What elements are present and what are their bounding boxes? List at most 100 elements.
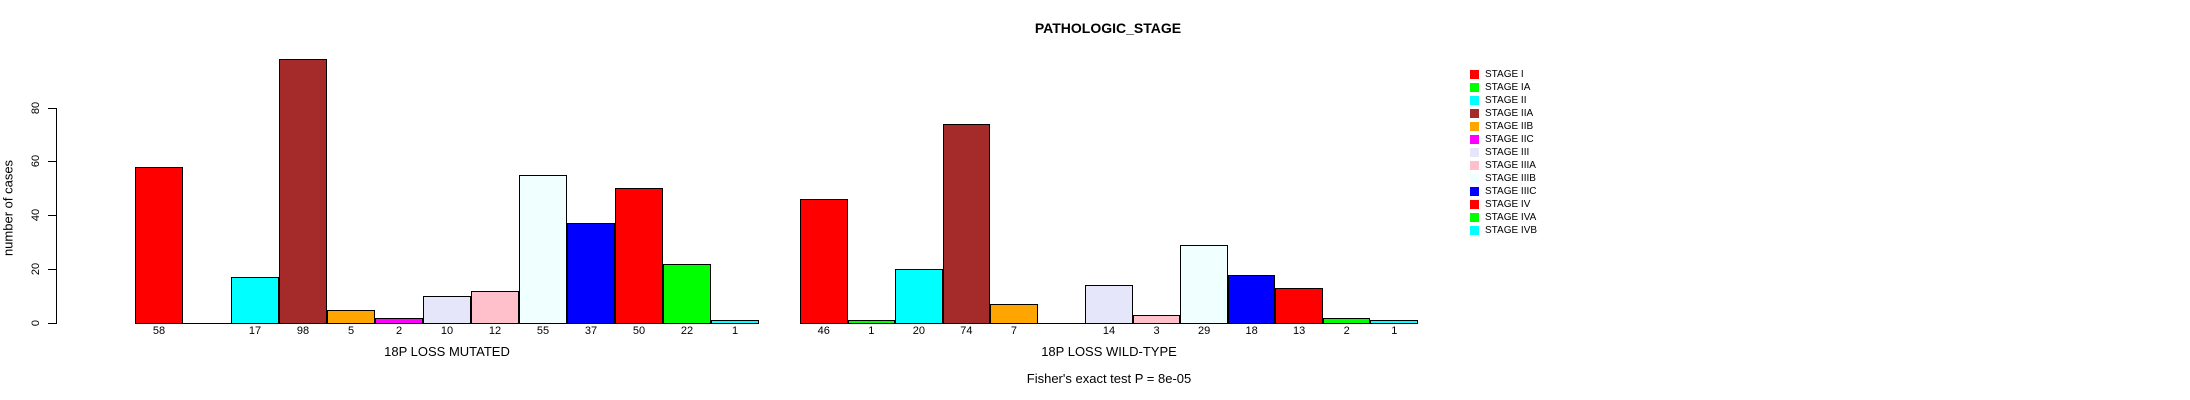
legend-label: STAGE IVB: [1485, 225, 1538, 236]
legend-label: STAGE IIC: [1485, 134, 1534, 145]
bar-count-label: 46: [817, 325, 830, 337]
bar-count-label: 1: [868, 325, 875, 337]
bar-count-label: 37: [584, 325, 598, 337]
bar-count-label: 17: [248, 325, 262, 337]
legend-swatch: [1470, 96, 1479, 105]
bar-count-label: 2: [395, 325, 403, 337]
legend-label: STAGE IVA: [1485, 212, 1537, 223]
bar: [711, 320, 759, 324]
legend-swatch: [1470, 226, 1479, 235]
bar-count-label: 3: [1153, 325, 1160, 337]
y-tick: [48, 215, 56, 217]
y-tick-label: 0: [30, 319, 42, 327]
bar: [800, 199, 848, 324]
legend-item: STAGE IIC: [1470, 133, 1534, 146]
bar: [279, 59, 327, 324]
y-tick: [48, 161, 56, 163]
bar: [423, 296, 471, 324]
legend-item: STAGE I: [1470, 68, 1524, 81]
bar: [135, 166, 183, 324]
legend-label: STAGE IIA: [1485, 108, 1534, 119]
legend-item: STAGE IIB: [1470, 120, 1533, 133]
bar-count-label: 98: [296, 325, 310, 337]
fisher-test-annotation: Fisher's exact test P = 8e-05: [1026, 371, 1192, 386]
bar: [942, 123, 991, 324]
bar: [1132, 314, 1181, 324]
legend-item: STAGE IIA: [1470, 107, 1533, 120]
y-tick: [48, 107, 56, 109]
legend-swatch: [1470, 213, 1479, 222]
y-axis-line: [56, 108, 57, 324]
bar: [327, 309, 375, 324]
y-tick-label: 20: [30, 263, 42, 276]
bar: [519, 174, 567, 324]
bar: [1227, 274, 1276, 324]
bar: [663, 263, 711, 324]
bar-count-label: 2: [1343, 325, 1350, 337]
legend-item: STAGE IIIB: [1470, 172, 1536, 185]
bar-count-label: 1: [731, 325, 739, 337]
y-tick-label: 80: [30, 101, 42, 114]
bar-count-label: 12: [488, 325, 502, 337]
legend-swatch: [1470, 83, 1479, 92]
bar-count-label: 58: [152, 325, 166, 337]
bar: [1180, 244, 1228, 324]
legend-label: STAGE IIIC: [1485, 186, 1537, 197]
legend-item: STAGE II: [1470, 94, 1527, 107]
bar: [1275, 287, 1323, 324]
bar: [231, 277, 279, 324]
bar-count-label: 20: [912, 325, 925, 337]
legend-label: STAGE IIIA: [1485, 160, 1536, 171]
bar: [615, 188, 663, 324]
legend-item: STAGE IV: [1470, 198, 1530, 211]
legend-item: STAGE III: [1470, 146, 1529, 159]
legend-label: STAGE III: [1485, 147, 1530, 158]
legend-swatch: [1470, 135, 1479, 144]
legend-item: STAGE IVB: [1470, 224, 1537, 237]
bar-count-label: 18: [1245, 325, 1258, 337]
bar-count-label: 10: [440, 325, 454, 337]
bar: [895, 269, 943, 324]
bar-count-label: 7: [1010, 325, 1017, 337]
legend-swatch: [1470, 187, 1479, 196]
legend-swatch: [1470, 109, 1479, 118]
y-tick: [48, 323, 56, 324]
legend-swatch: [1470, 200, 1479, 209]
y-tick-label: 40: [30, 209, 42, 222]
legend-label: STAGE IIIB: [1485, 173, 1536, 184]
legend-swatch: [1470, 161, 1479, 170]
bar-count-label: 55: [536, 325, 550, 337]
bar: [1322, 317, 1371, 324]
legend-label: STAGE I: [1485, 69, 1524, 80]
legend-swatch: [1470, 174, 1479, 183]
bar-count-label: 29: [1197, 325, 1211, 337]
legend-swatch: [1470, 70, 1479, 79]
legend-item: STAGE IIIC: [1470, 185, 1537, 198]
bar-count-label: 13: [1293, 325, 1306, 337]
bar: [567, 223, 615, 324]
legend-swatch: [1470, 122, 1479, 131]
bar: [375, 317, 423, 324]
y-axis-label: number of cases: [0, 159, 16, 257]
legend-label: STAGE IV: [1485, 199, 1531, 210]
bar-count-label: 5: [347, 325, 355, 337]
x-axis-label-wild-type: 18P LOSS WILD-TYPE: [1041, 344, 1177, 359]
bar-count-label: 22: [680, 325, 694, 337]
bar: [847, 320, 896, 324]
bar-count-label: 74: [960, 325, 973, 337]
bar: [1085, 285, 1133, 324]
legend-item: STAGE IA: [1470, 81, 1530, 94]
bar: [471, 290, 519, 324]
bar: [990, 304, 1038, 324]
legend-label: STAGE II: [1485, 95, 1527, 106]
chart-title: PATHOLOGIC_STAGE: [1034, 20, 1182, 36]
legend-swatch: [1470, 148, 1479, 157]
legend-item: STAGE IVA: [1470, 211, 1536, 224]
bar-count-label: 14: [1102, 325, 1116, 337]
bar: [1370, 320, 1418, 324]
x-axis-label-mutated: 18P LOSS MUTATED: [384, 344, 510, 359]
y-tick: [48, 269, 56, 271]
legend-label: STAGE IIB: [1485, 121, 1534, 132]
legend-label: STAGE IA: [1485, 82, 1531, 93]
